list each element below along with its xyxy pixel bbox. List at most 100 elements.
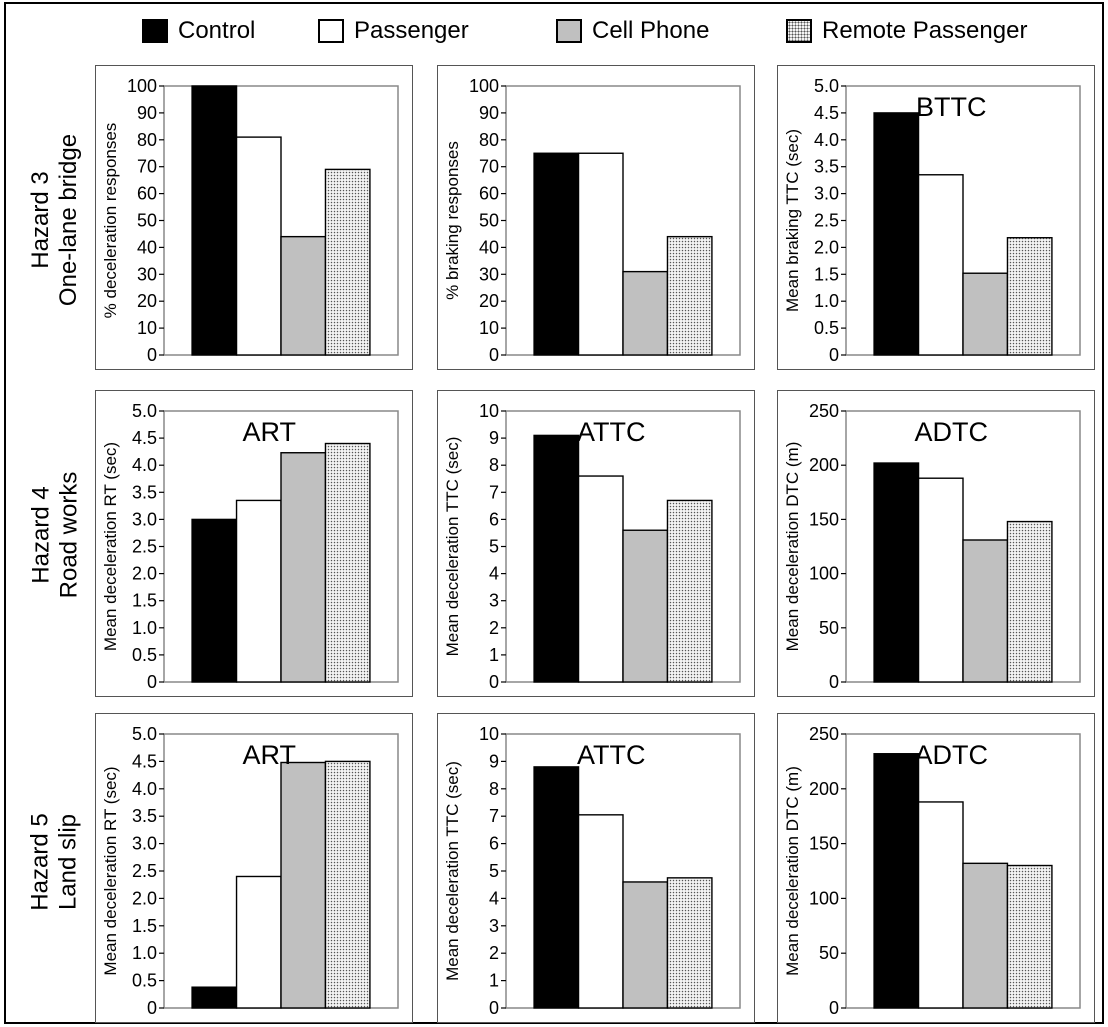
chart-title: ATTC	[577, 417, 646, 447]
chart-title: BTTC	[916, 92, 987, 122]
y-tick-label: 5.0	[814, 76, 839, 96]
bar-passenger	[577, 152, 624, 356]
y-tick-label: 0.5	[132, 645, 157, 665]
bar-passenger	[577, 475, 624, 683]
bar-remote-passenger	[324, 760, 371, 1009]
y-tick-label: 1	[489, 645, 499, 665]
y-tick-label: 2.0	[132, 564, 157, 584]
bar-cell-phone	[280, 761, 327, 1009]
y-tick-label: 0	[147, 998, 157, 1018]
y-tick-label: 40	[137, 237, 157, 257]
y-tick-label: 200	[809, 779, 839, 799]
legend-swatch-cell-phone	[556, 19, 582, 43]
y-tick-label: 4.0	[132, 455, 157, 475]
y-tick-label: 3.5	[132, 806, 157, 826]
y-tick-label: 50	[819, 943, 839, 963]
bar-chart-svg: 0 10 20 30 40 50 60 70 80 90 100 % braking response…	[443, 76, 741, 365]
legend-item-cell-phone: Cell Phone	[556, 17, 709, 45]
y-tick-label: 3	[489, 591, 499, 611]
y-tick-label: 100	[809, 564, 839, 584]
y-tick-label: 8	[489, 455, 499, 475]
row-label-hazard-5-line2: Land slip	[55, 813, 83, 911]
y-axis-label: Mean braking TTC (sec)	[783, 129, 802, 312]
bar-cell-phone	[962, 272, 1009, 356]
y-tick-label: 1.0	[132, 618, 157, 638]
bar-passenger	[235, 499, 282, 683]
y-tick-label: 0	[489, 672, 499, 692]
y-tick-label: 1.0	[814, 291, 839, 311]
y-axis-label: Mean deceleration TTC (sec)	[443, 761, 462, 981]
legend-label-passenger: Passenger	[354, 17, 469, 44]
y-tick-label: 0	[829, 672, 839, 692]
bar-control	[873, 753, 920, 1009]
y-tick-label: 1.5	[132, 591, 157, 611]
y-tick-label: 4.5	[132, 428, 157, 448]
row-label-hazard-4-line1: Hazard 4	[27, 486, 54, 584]
y-tick-label: 60	[137, 184, 157, 204]
bar-remote-passenger	[666, 499, 713, 683]
y-axis-label: Mean deceleration RT (sec)	[101, 766, 120, 975]
legend-swatch-control	[142, 19, 168, 43]
legend: Control Passenger Cell Phone Remote Pass…	[0, 0, 1108, 64]
bar-passenger	[917, 174, 964, 356]
y-tick-label: 60	[479, 184, 499, 204]
bar-control	[533, 766, 580, 1009]
chart-title: ATTC	[577, 740, 646, 770]
bar-remote-passenger	[1006, 520, 1053, 683]
y-tick-label: 100	[469, 76, 499, 96]
bar-chart-svg: 0 0.5 1.0 1.5 2.0 2.5 3.0 3.5 4.0 4.5 5.0 Mean brak…	[783, 76, 1081, 365]
legend-swatch-remote-passenger	[786, 19, 812, 43]
y-tick-label: 20	[137, 291, 157, 311]
chart-panel-hazard4-attc: 0 1 2 3 4 5 6 7 8 9 10 Mean deceleration TTC (sec) A…	[437, 390, 755, 697]
y-axis-label: Mean deceleration DTC (m)	[783, 766, 802, 976]
y-axis-label: Mean deceleration RT (sec)	[101, 442, 120, 651]
bar-cell-phone	[962, 539, 1009, 683]
y-tick-label: 0	[147, 345, 157, 365]
y-tick-label: 9	[489, 428, 499, 448]
y-tick-label: 100	[127, 76, 157, 96]
y-tick-label: 90	[137, 103, 157, 123]
chart-panel-hazard4-adtc: 0 50 100 150 200 250 Mean deceleration DTC (m)…	[777, 390, 1095, 697]
bar-cell-phone	[962, 862, 1009, 1009]
bar-passenger	[917, 801, 964, 1009]
chart-title: ADTC	[915, 417, 989, 447]
bar-control	[191, 986, 238, 1009]
bar-remote-passenger	[666, 877, 713, 1009]
chart-panel-hazard5-art: 0 0.5 1.0 1.5 2.0 2.5 3.0 3.5 4.0 4.5 5.0 Mean dece…	[95, 713, 413, 1023]
y-tick-label: 0	[489, 998, 499, 1018]
bar-remote-passenger	[324, 168, 371, 356]
bar-passenger	[235, 136, 282, 356]
y-axis-label: Mean deceleration TTC (sec)	[443, 437, 462, 657]
y-tick-label: 9	[489, 751, 499, 771]
bar-chart-svg: 0 1 2 3 4 5 6 7 8 9 10 Mean deceleration TTC (sec) A…	[443, 401, 741, 692]
chart-title: ART	[243, 417, 297, 447]
y-tick-label: 1.5	[132, 916, 157, 936]
y-tick-label: 8	[489, 779, 499, 799]
chart-panel-hazard3-bttc: 0 0.5 1.0 1.5 2.0 2.5 3.0 3.5 4.0 4.5 5.0 Mean brak…	[777, 65, 1095, 370]
y-tick-label: 70	[137, 157, 157, 177]
row-label-hazard-5-line1: Hazard 5	[27, 813, 55, 911]
y-tick-label: 0.5	[132, 971, 157, 991]
legend-label-cell-phone: Cell Phone	[592, 17, 710, 44]
row-label-hazard-4: Hazard 4 Road works	[20, 385, 90, 685]
y-tick-label: 10	[479, 401, 499, 421]
legend-swatch-passenger	[318, 19, 344, 43]
y-tick-label: 4.0	[814, 130, 839, 150]
y-tick-label: 50	[479, 211, 499, 231]
y-tick-label: 0	[829, 345, 839, 365]
y-tick-label: 150	[809, 834, 839, 854]
y-tick-label: 250	[809, 724, 839, 744]
legend-label-control: Control	[178, 17, 256, 44]
y-tick-label: 10	[479, 318, 499, 338]
y-tick-label: 0	[489, 345, 499, 365]
y-tick-label: 90	[479, 103, 499, 123]
y-tick-label: 2.5	[814, 211, 839, 231]
y-tick-label: 7	[489, 482, 499, 502]
y-tick-label: 80	[137, 130, 157, 150]
y-tick-label: 70	[479, 157, 499, 177]
y-tick-label: 0.5	[814, 318, 839, 338]
bar-chart-svg: 0 0.5 1.0 1.5 2.0 2.5 3.0 3.5 4.0 4.5 5.0 Mean dece…	[101, 724, 399, 1018]
row-label-hazard-3-line1: Hazard 3	[27, 171, 54, 269]
legend-label-remote-passenger: Remote Passenger	[822, 17, 1028, 44]
row-label-hazard-4-line2: Road works	[55, 471, 82, 599]
